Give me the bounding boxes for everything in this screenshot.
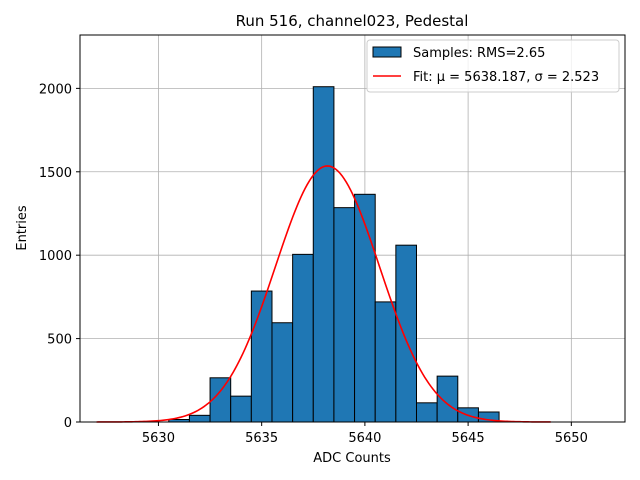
x-tick-label: 5635	[245, 431, 278, 446]
y-tick-label: 2000	[39, 82, 72, 97]
legend-samples-label: Samples: RMS=2.65	[413, 46, 545, 61]
x-tick-label: 5640	[348, 431, 381, 446]
legend: Samples: RMS=2.65 Fit: μ = 5638.187, σ =…	[366, 39, 620, 93]
legend-box	[366, 39, 620, 93]
y-tick-label: 0	[64, 416, 72, 431]
histogram-bar	[250, 290, 273, 423]
y-axis-ticks: 0 500 1000 1500 2000	[39, 82, 80, 431]
fit-curve-group	[96, 165, 551, 423]
legend-samples-swatch	[372, 46, 402, 58]
chart-title: Run 516, channel023, Pedestal	[236, 12, 469, 30]
x-tick-label: 5650	[555, 431, 588, 446]
x-axis-label: ADC Counts	[313, 451, 391, 466]
histogram-bar	[415, 402, 438, 423]
histogram-bar	[292, 253, 314, 423]
histogram-bar	[436, 375, 459, 423]
histogram-bar	[354, 193, 376, 423]
y-tick-label: 1500	[39, 166, 72, 181]
x-tick-label: 5645	[452, 431, 485, 446]
gaussian-fit-curve	[96, 165, 551, 423]
histogram-bar	[188, 414, 211, 423]
histogram-bar	[312, 86, 335, 423]
histogram-bar	[395, 244, 417, 423]
histogram-bar	[374, 301, 397, 423]
legend-fit-label: Fit: μ = 5638.187, σ = 2.523	[413, 70, 599, 85]
histogram-bar	[230, 395, 252, 423]
y-axis-label: Entries	[15, 205, 30, 251]
histogram-bar	[333, 207, 356, 423]
histogram-bars	[168, 86, 500, 423]
plot-frame	[79, 34, 626, 423]
x-axis-ticks: 5630 5635 5640 5645 5650	[142, 422, 588, 446]
y-tick-label: 1000	[39, 249, 72, 264]
x-tick-label: 5630	[142, 431, 175, 446]
y-tick-label: 500	[47, 333, 72, 348]
histogram-bar	[271, 322, 294, 423]
